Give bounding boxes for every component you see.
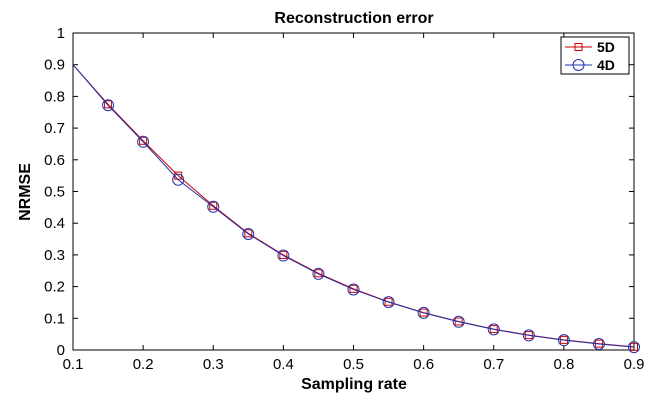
data-point-5D [244,229,253,238]
data-point-4D [487,323,500,336]
y-tick-label: 0.2 [44,279,65,296]
data-point-4D [347,283,360,296]
y-axis-title: NRMSE [17,163,34,221]
legend-box [560,36,630,75]
x-tick-label: 0.1 [63,356,84,373]
y-tick-label: 1 [57,25,65,42]
data-point-4D [277,249,290,262]
x-axis-title: Sampling rate [301,376,407,393]
data-point-4D [628,341,640,354]
y-tick-label: 0.5 [44,184,65,201]
data-point-4D [207,200,220,213]
data-point-4D [312,267,325,280]
x-tick-label: 0.5 [343,356,364,373]
y-tick-label: 0.6 [44,152,65,169]
x-tick-label: 0.6 [413,356,434,373]
x-tick-label: 0.2 [133,356,154,373]
data-point-5D [454,317,463,326]
data-point-5D [314,269,323,278]
data-point-4D [522,329,535,342]
data-point-4D [557,334,570,347]
legend-label-4D: 4D [597,57,615,73]
y-tick-label: 0.9 [44,57,65,74]
y-tick-label: 0 [57,342,65,359]
data-point-5D [104,100,113,109]
data-point-4D [102,99,115,112]
y-axis-ticks: 0 0.1 0.2 0.3 0.4 0.5 0.6 0.7 0.8 0.9 1 [44,25,634,359]
data-point-4D [452,315,465,328]
y-tick-label: 0.4 [44,215,65,232]
data-point-5D [419,308,428,317]
legend-marker-4D [572,59,585,71]
y-tick-label: 0.1 [44,310,65,327]
x-axis-ticks: 0.1 0.2 0.3 0.4 0.5 0.6 0.7 0.8 0.9 [63,33,645,373]
data-point-4D [137,135,150,148]
y-tick-label: 0.8 [44,88,65,105]
legend-label-5D: 5D [597,39,615,55]
y-tick-label: 0.7 [44,120,65,137]
chart-title: Reconstruction error [274,10,433,27]
data-point-4D [382,296,395,309]
data-point-4D [417,306,430,319]
y-tick-label: 0.3 [44,247,65,264]
series-line-4D [72,64,635,348]
x-tick-label: 0.4 [273,356,294,373]
plot-area [72,32,635,351]
data-point-5D [209,201,218,210]
legend-marker-5D [574,43,583,51]
x-tick-label: 0.3 [203,356,224,373]
data-point-4D [592,337,605,350]
data-point-5D [279,250,288,259]
data-point-4D [242,227,255,240]
x-tick-label: 0.9 [624,356,645,373]
x-tick-label: 0.8 [553,356,574,373]
data-point-4D [172,173,185,186]
data-point-5D [139,136,148,145]
x-tick-label: 0.7 [483,356,504,373]
series-layer [72,64,640,354]
data-point-5D [384,297,393,306]
data-point-5D [349,284,358,293]
